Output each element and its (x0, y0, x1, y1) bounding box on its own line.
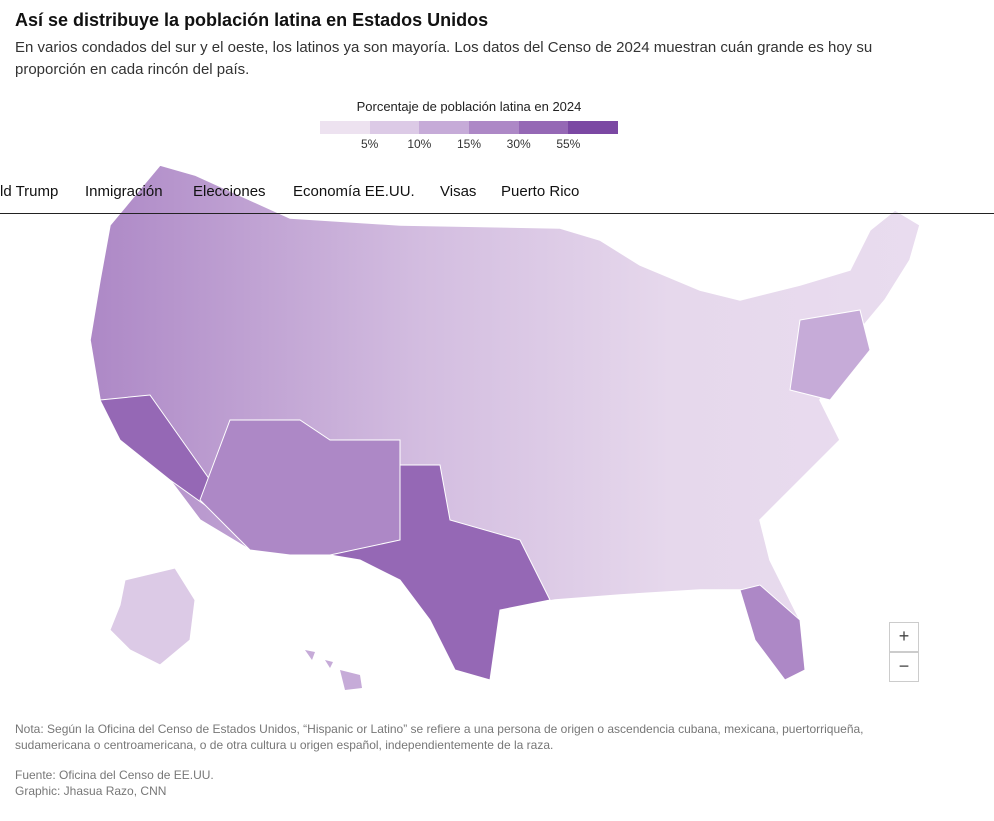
legend-label: 30% (506, 137, 531, 151)
nav-link[interactable]: Elecciones (193, 183, 266, 200)
zoom-in[interactable]: + (889, 622, 919, 652)
legend-swatch (518, 121, 569, 134)
map (89, 164, 921, 690)
credit: Graphic: Jhasua Razo, CNN (15, 784, 167, 798)
legend-label: 5% (360, 137, 379, 151)
legend-bar (320, 121, 619, 134)
northeast (789, 309, 871, 401)
legend-label: 55% (556, 137, 581, 151)
nav-link[interactable]: Economía EE.UU. (293, 183, 415, 200)
nav-link[interactable]: ld Trump (0, 183, 59, 200)
zoom-out[interactable]: − (889, 652, 919, 682)
alaska (109, 567, 196, 666)
hawaii (305, 650, 362, 690)
legend-swatch (369, 121, 420, 134)
legend-swatch (419, 121, 470, 134)
legend-swatch (568, 121, 619, 134)
title: Así se distribuye la población latina en… (15, 10, 489, 30)
legend-label: 10% (407, 137, 432, 151)
legend-swatch (320, 121, 370, 134)
legend-swatch (469, 121, 519, 134)
nav-link[interactable]: Inmigración (85, 183, 163, 200)
source: Fuente: Oficina del Censo de EE.UU. (15, 768, 214, 782)
subtitle: En varios condados del sur y el oeste, l… (15, 39, 873, 78)
florida (739, 584, 806, 681)
nav-bar: ld Trump Inmigración Elecciones Economía EE… (0, 183, 994, 214)
nav-link[interactable]: Visas (440, 183, 477, 200)
note: Nota: Según la Oficina del Censo de Esta… (15, 722, 864, 752)
legend-label: 15% (456, 137, 482, 151)
nav-link[interactable]: Puerto Rico (501, 183, 580, 200)
texas (329, 464, 551, 681)
legend-title: Porcentaje de población latina en 2024 (356, 99, 582, 114)
